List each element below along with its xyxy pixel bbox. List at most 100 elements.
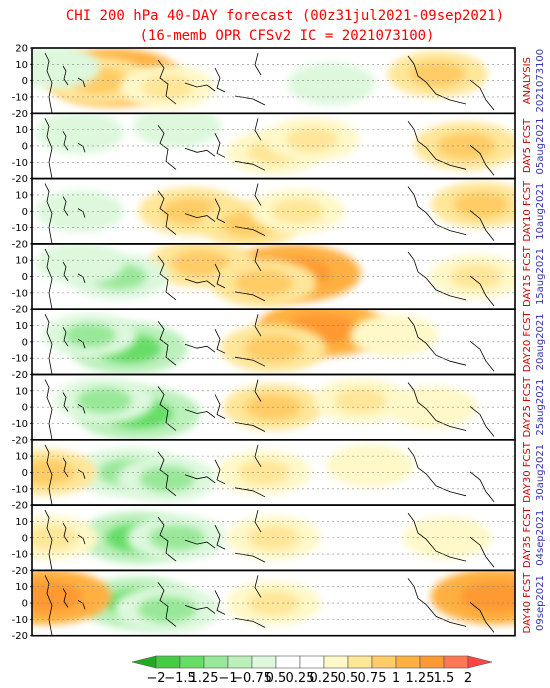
coastline-0-7: [254, 52, 262, 76]
coastline-3-6: [234, 291, 266, 302]
coastline-5-5: [214, 394, 226, 419]
colorbar-swatch-9: [347, 655, 373, 669]
coastline-6-5: [214, 459, 226, 485]
coastline-5-1: [62, 392, 69, 412]
y-tick-label: 0: [22, 272, 28, 283]
coastline-5-3: [157, 386, 177, 431]
coastline-4-9: [469, 340, 495, 372]
panel-label-red: DAY15 FCST: [522, 245, 533, 307]
panel-label-red: DAY30 FCST: [522, 441, 533, 503]
anomaly-outer-3-4: [36, 243, 125, 285]
colorbar-swatch-5: [251, 655, 277, 669]
coastline-8-4: [184, 605, 216, 614]
coastline-5-9: [469, 406, 495, 437]
colorbar-label: 0.5: [338, 671, 359, 686]
anomaly-outer-1-4: [132, 113, 221, 148]
colorbar-label: −1: [218, 671, 237, 686]
coastline-8-6: [234, 618, 266, 628]
coastline-6-9: [469, 471, 495, 503]
coastline-2-6: [234, 226, 266, 236]
y-tick-label: 0: [22, 403, 28, 414]
colorbar-swatch-14: [467, 655, 493, 669]
panel-label-blue: 05aug2021: [535, 117, 546, 174]
coastline-5-7: [254, 379, 262, 402]
coastline-1-5: [214, 133, 226, 158]
panel-label-blue: 25aug2021: [535, 379, 546, 436]
y-tick-label: 0: [22, 207, 28, 218]
anomaly-inner-3-5: [450, 264, 503, 289]
colorbar-label: 0.75: [358, 671, 387, 686]
panel-label-blue: 04sep2021: [535, 510, 546, 566]
panel-label-red: DAY35 FCST: [522, 506, 533, 568]
colorbar-label: 0.5: [266, 671, 287, 686]
panel-label-red: DAY5 FCST: [522, 118, 533, 173]
y-tick-label: -20: [12, 501, 28, 512]
panel-frame-8: [31, 569, 516, 637]
y-tick-label: 20: [15, 44, 28, 55]
panel-4: 10 0 -10 -20 DAY20 FCST 20aug2021: [12, 308, 546, 381]
coastline-3-2: [77, 273, 86, 284]
coastline-2-7: [254, 183, 262, 206]
coastline-7-8: [407, 512, 467, 562]
anomaly-inner-5-1: [76, 387, 132, 414]
coastline-3-8: [407, 251, 467, 301]
anomaly-inner-1-1: [286, 127, 338, 152]
coastline-7-9: [469, 536, 495, 568]
y-tick-label: -20: [12, 435, 28, 446]
colorbar-swatch-8: [323, 655, 349, 669]
coastline-1-8: [407, 121, 467, 170]
coastline-1-9: [469, 144, 495, 176]
coastline-5-2: [77, 404, 86, 414]
y-tick-label: -10: [12, 354, 28, 365]
coastline-4-2: [77, 338, 86, 349]
anomaly-inner-3-1: [171, 250, 231, 277]
coastline-0-0: [44, 52, 53, 114]
colorbar-label: 2: [464, 671, 472, 686]
colorbar-swatch-1: [155, 655, 181, 669]
panel-label-blue: 20aug2021: [535, 313, 546, 370]
y-tick-label: 0: [22, 599, 28, 610]
panel-2: 10 0 -10 -20 DAY10 FCST 10aug2021: [12, 177, 546, 250]
y-tick-label: 0: [22, 533, 28, 544]
y-tick-label: 10: [15, 452, 28, 463]
y-tick-label: 0: [22, 468, 28, 479]
chart-title: CHI 200 hPa 40-DAY forecast (00z31jul202…: [65, 8, 505, 24]
colorbar-swatch-13: [443, 655, 469, 669]
y-tick-label: 10: [15, 256, 28, 267]
panel-label-blue: 2021073100: [535, 49, 546, 113]
coastline-8-3: [157, 582, 177, 627]
coastline-4-3: [157, 320, 177, 366]
coastline-8-0: [44, 575, 53, 636]
panel-0: 20 10 0 -10 -20 ANALYSIS 2021073100: [12, 44, 546, 120]
colorbar-label: 0.25: [310, 671, 339, 686]
coastline-3-4: [184, 278, 216, 288]
y-tick-label: -20: [12, 631, 28, 642]
panel-7: 10 0 -10 -20 DAY35 FCST 04sep2021: [12, 504, 546, 577]
y-tick-label: -10: [12, 550, 28, 561]
coastline-5-0: [44, 379, 53, 440]
y-tick-label: 10: [15, 190, 28, 201]
coastline-8-5: [214, 590, 226, 615]
coastline-7-5: [214, 524, 226, 550]
coastline-2-8: [407, 186, 467, 235]
coastline-4-4: [184, 343, 216, 353]
coastline-7-0: [44, 509, 53, 571]
chart-subtitle: (16-memb OPR CFSv2 IC = 2021073100): [139, 28, 435, 44]
y-tick-label: -20: [12, 566, 28, 577]
anomaly-outer-1-3: [36, 113, 125, 154]
y-tick-label: 10: [15, 60, 28, 71]
y-tick-label: -20: [12, 370, 28, 381]
anomaly-inner-3-2: [234, 269, 293, 297]
panel-8: 10 0 -10 -20 DAY40 FCST 09sep2021: [12, 569, 546, 642]
coastline-8-1: [62, 588, 69, 608]
coastline-8-8: [407, 578, 467, 627]
coastline-5-8: [407, 382, 467, 431]
anomaly-outer-4-4: [350, 314, 439, 357]
y-tick-label: -10: [12, 158, 28, 169]
colorbar-label: 1.25: [406, 671, 435, 686]
anomaly-inner-1-2: [437, 132, 496, 160]
colorbar-label: 1.5: [434, 671, 455, 686]
panel-label-blue: 15aug2021: [535, 248, 546, 305]
coastline-0-3: [157, 59, 177, 105]
